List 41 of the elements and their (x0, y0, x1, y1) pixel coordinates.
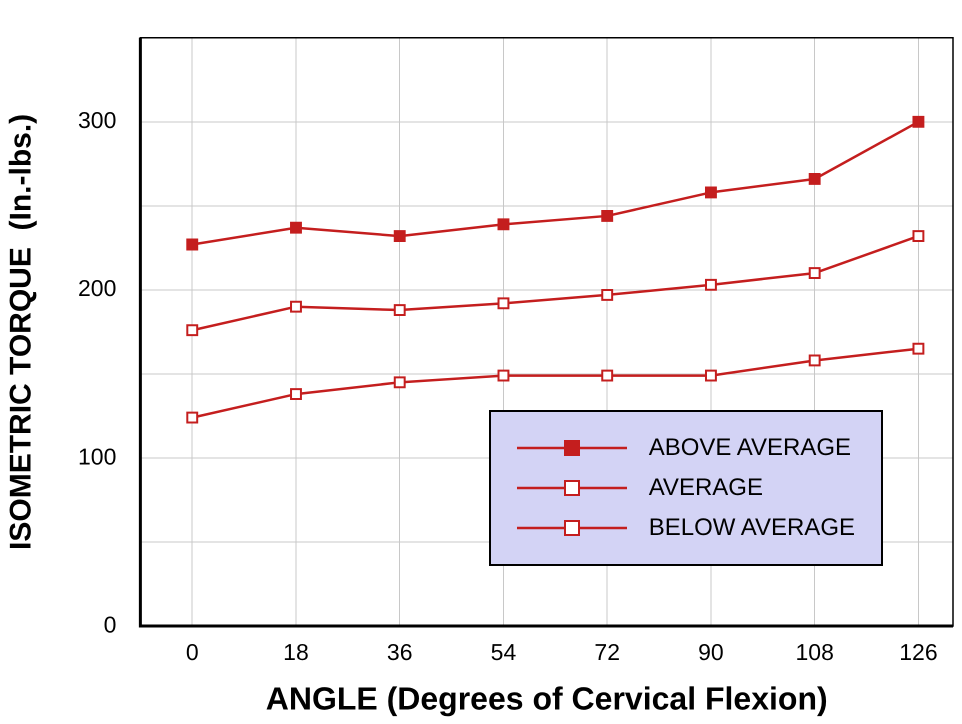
point (808, 173, 821, 185)
point (912, 230, 924, 242)
point (186, 324, 198, 336)
point (498, 218, 510, 230)
point (601, 370, 614, 382)
x-tick-label: 72 (594, 639, 620, 666)
point (704, 370, 717, 382)
y-axis-title: ISOMETRIC TORQUE (In.-lbs.) (4, 114, 38, 550)
x-tick-label: 90 (698, 639, 724, 666)
x-axis-title: ANGLE (Degrees of Cervical Flexion) (266, 680, 828, 717)
point (290, 300, 302, 313)
y-tick-label: 0 (104, 611, 116, 638)
point (601, 288, 614, 301)
x-tick-label: 36 (386, 639, 413, 666)
point (394, 376, 406, 388)
point (394, 230, 406, 242)
point (912, 116, 924, 128)
point (394, 304, 406, 316)
y-tick-label: 100 (78, 443, 116, 470)
point (498, 370, 510, 382)
point (186, 238, 198, 250)
point (290, 388, 302, 400)
point (290, 222, 302, 234)
legend-label: AVERAGE (648, 474, 763, 502)
point (498, 297, 510, 310)
point (704, 186, 717, 198)
y-tick-label: 200 (78, 275, 116, 302)
point (808, 354, 821, 366)
point (704, 278, 717, 291)
x-tick-label: 18 (283, 639, 309, 666)
point (912, 342, 924, 355)
y-tick-label: 300 (78, 107, 116, 134)
legend-label: ABOVE AVERAGE (648, 434, 852, 462)
x-tick-label: 0 (186, 639, 199, 666)
point (808, 267, 821, 280)
x-tick-label: 126 (899, 639, 938, 666)
point (601, 210, 614, 222)
legend-label: BELOW AVERAGE (648, 514, 855, 542)
point (186, 412, 198, 424)
x-tick-label: 54 (490, 639, 516, 666)
x-tick-label: 108 (795, 639, 834, 666)
